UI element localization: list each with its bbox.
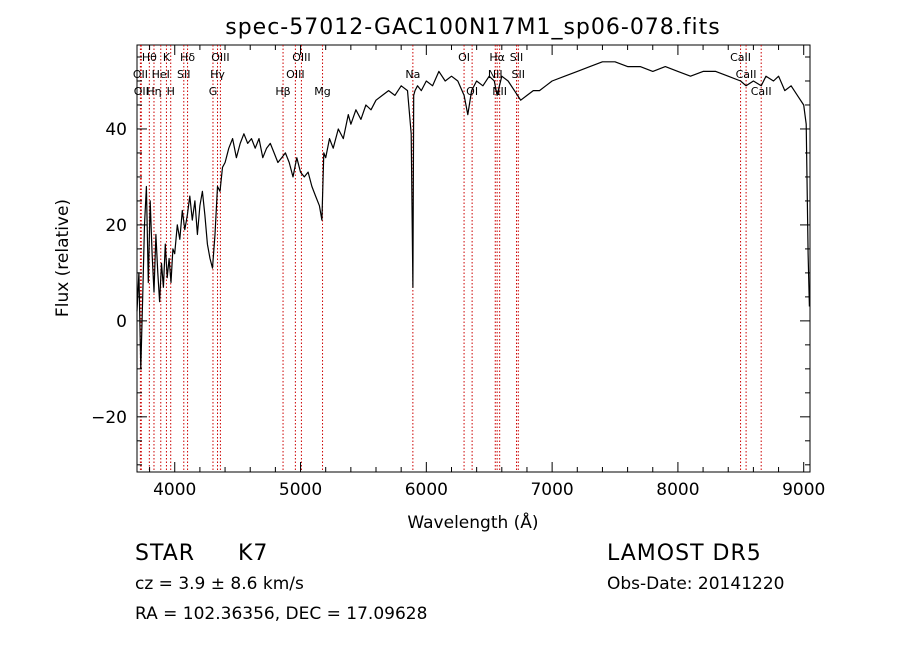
line-label: OIII (211, 51, 229, 64)
line-label: Hδ (180, 51, 195, 64)
line-label: H (167, 85, 175, 98)
line-label: OII (133, 68, 148, 81)
line-label: SII (512, 68, 525, 81)
x-tick-label: 4000 (153, 480, 196, 500)
x-tick-label: 8000 (656, 480, 699, 500)
line-label: Mg (314, 85, 330, 98)
line-label: OI (466, 85, 478, 98)
line-label: CaII (751, 85, 772, 98)
y-tick-label: 0 (116, 312, 127, 332)
series-group (136, 61, 810, 370)
line-label: NII (492, 85, 507, 98)
y-tick-label: −20 (91, 408, 127, 428)
plot-frame (136, 44, 811, 473)
x-tick-label: 9000 (782, 480, 825, 500)
line-label: HeI (152, 68, 170, 81)
spectrum-series (136, 61, 810, 370)
x-tick-label: 7000 (530, 480, 573, 500)
line-label: OII (134, 85, 149, 98)
y-tick-label: 20 (105, 216, 127, 236)
line-label: NII (488, 68, 503, 81)
chart-title: spec-57012-GAC100N17M1_sp06-078.fits (225, 15, 721, 40)
line-label: SII (177, 68, 190, 81)
redshift-velocity: cz = 3.9 ± 8.6 km/s (135, 574, 304, 594)
line-label: K (163, 51, 171, 64)
x-tick-label: 6000 (405, 480, 448, 500)
y-axis-label: Flux (relative) (53, 199, 73, 317)
survey-name: LAMOST DR5 (607, 541, 762, 566)
obs-date: Obs-Date: 20141220 (607, 574, 785, 594)
line-label: Hγ (210, 68, 225, 81)
line-label: Hβ (275, 85, 290, 98)
line-label: CaII (730, 51, 751, 64)
line-label: G (209, 85, 218, 98)
line-label: OIII (286, 68, 304, 81)
y-axis: −20 0 20 40 (91, 56, 810, 466)
ra-dec: RA = 102.36356, DEC = 17.09628 (135, 604, 428, 624)
y-tick-label: 40 (105, 120, 127, 140)
x-axis-label: Wavelength (Å) (407, 511, 538, 533)
x-tick-label: 5000 (279, 480, 322, 500)
line-label: OI (458, 51, 470, 64)
object-subclass: K7 (238, 541, 269, 566)
x-axis: 4000 5000 6000 7000 8000 9000 (149, 45, 825, 500)
object-class: STAR (135, 541, 196, 566)
line-label: Hη (146, 85, 161, 98)
line-label: Na (405, 68, 420, 81)
line-label: Hθ (142, 51, 157, 64)
line-label: OIII (292, 51, 310, 64)
line-markers (139, 45, 762, 472)
line-label: SII (510, 51, 523, 64)
line-label: Hα (489, 51, 505, 64)
line-label: CaII (736, 68, 757, 81)
